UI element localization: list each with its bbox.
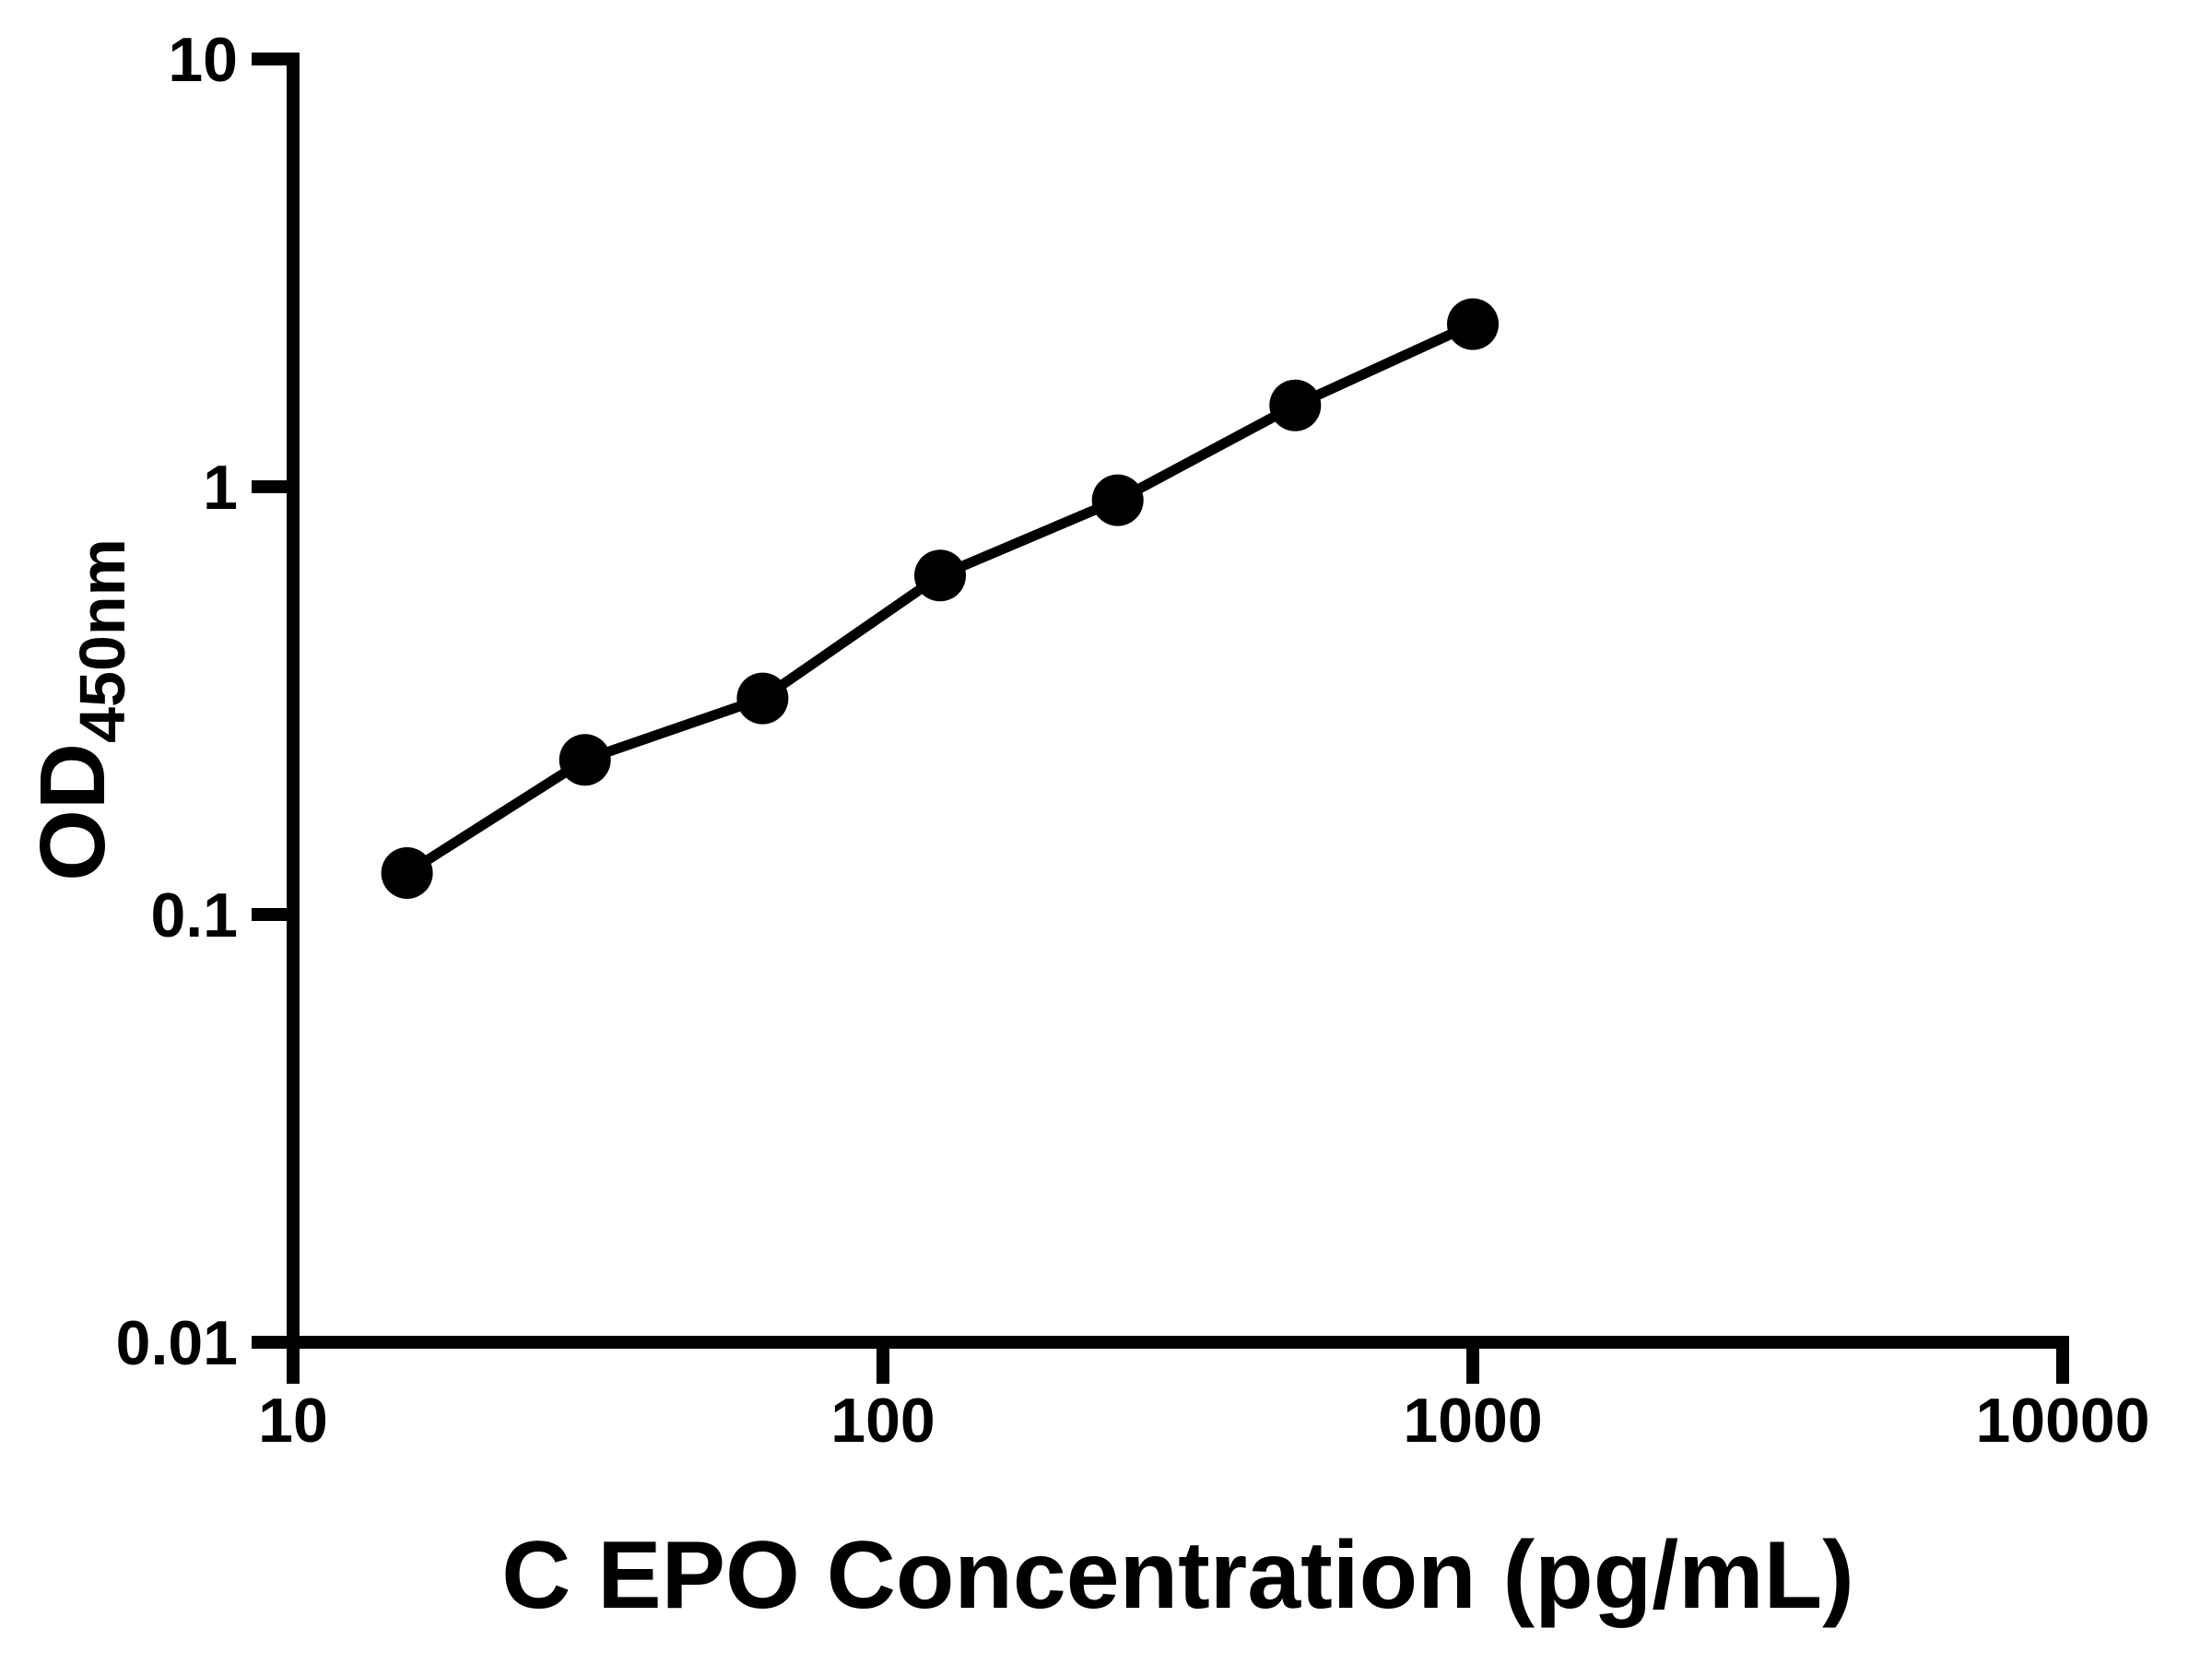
x-tick-label: 100 xyxy=(830,1386,935,1456)
data-point xyxy=(381,847,433,899)
y-tick-label: 0.01 xyxy=(116,1308,238,1378)
y-axis-title-main: OD xyxy=(21,743,124,881)
x-tick-label: 1000 xyxy=(1403,1386,1542,1456)
data-point xyxy=(736,672,789,725)
x-tick-label: 10 xyxy=(258,1386,328,1456)
data-point xyxy=(914,549,966,602)
data-series-layer xyxy=(381,298,1499,899)
y-tick-label: 0.1 xyxy=(150,880,238,950)
axes-layer: 10 100 1000 10000 0.01 0.1 1 10 xyxy=(116,25,2150,1456)
x-tick-label: 10000 xyxy=(1975,1386,2149,1456)
data-point xyxy=(1091,474,1144,526)
data-point xyxy=(1269,379,1322,431)
data-point xyxy=(559,734,611,786)
y-tick-label: 1 xyxy=(203,453,238,523)
y-axis-title-subscript: 450nm xyxy=(66,538,138,743)
y-axis-title: OD450nm xyxy=(21,538,138,881)
x-axis-title: C EPO Concentration (pg/mL) xyxy=(501,1522,1854,1629)
data-point xyxy=(1447,298,1499,350)
y-tick-label: 10 xyxy=(168,25,238,95)
